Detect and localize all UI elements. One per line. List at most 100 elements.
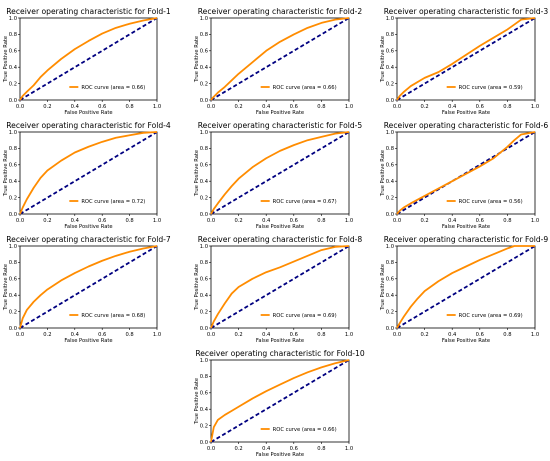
x-tick-label: 0.8 — [317, 446, 325, 452]
x-tick-label: 0.2 — [234, 104, 242, 110]
legend-label: ROC curve (area = 0.68) — [81, 313, 145, 319]
x-tick-label: 0.4 — [448, 218, 457, 224]
y-tick-label: 1.0 — [386, 16, 394, 22]
y-tick-label: 0.2 — [9, 309, 17, 315]
y-tick-label: 0.8 — [9, 260, 17, 266]
y-tick-label: 0.2 — [200, 195, 208, 201]
x-tick-label: 0.4 — [262, 218, 271, 224]
x-tick-label: 0.8 — [125, 104, 133, 110]
chance-diagonal-line — [210, 131, 350, 215]
roc-panel-fold-2: Receiver operating characteristic for Fo… — [194, 7, 362, 116]
x-tick-label: 0.0 — [393, 104, 401, 110]
y-tick-label: 0.2 — [386, 195, 394, 201]
y-tick-label: 0.2 — [200, 423, 208, 429]
x-tick-label: 0.0 — [16, 104, 24, 110]
y-axis-label: True Positive Rate — [3, 150, 9, 197]
y-tick-label: 0.4 — [9, 65, 18, 71]
chart-title: Receiver operating characteristic for Fo… — [6, 7, 171, 16]
y-tick-label: 0.0 — [9, 212, 17, 218]
x-tick-label: 0.6 — [98, 218, 106, 224]
x-tick-label: 0.2 — [420, 218, 428, 224]
x-tick-label: 1.0 — [153, 332, 161, 338]
y-axis-label: True Positive Rate — [380, 150, 386, 197]
x-tick-label: 1.0 — [531, 104, 539, 110]
y-tick-label: 0.6 — [200, 49, 208, 55]
chart-title: Receiver operating characteristic for Fo… — [6, 121, 171, 130]
x-tick-label: 0.4 — [71, 332, 80, 338]
x-axis-label: False Positive Rate — [256, 224, 304, 230]
x-tick-label: 0.8 — [503, 332, 511, 338]
chart-title: Receiver operating characteristic for Fo… — [384, 7, 549, 16]
x-tick-label: 1.0 — [531, 332, 539, 338]
y-tick-label: 0.6 — [200, 163, 208, 169]
y-tick-label: 0.8 — [386, 146, 394, 152]
y-tick-label: 0.8 — [9, 32, 17, 38]
roc-curve-line — [210, 359, 350, 443]
roc-panel-fold-4: Receiver operating characteristic for Fo… — [3, 121, 171, 230]
roc-curve-line — [19, 17, 158, 101]
x-axis-label: False Positive Rate — [64, 110, 112, 116]
x-tick-label: 1.0 — [531, 218, 539, 224]
x-axis-label: False Positive Rate — [256, 110, 304, 116]
x-tick-label: 0.0 — [16, 332, 24, 338]
x-tick-label: 0.0 — [207, 332, 215, 338]
y-tick-label: 0.8 — [200, 260, 208, 266]
y-tick-label: 0.0 — [200, 212, 208, 218]
y-tick-label: 0.2 — [200, 309, 208, 315]
y-tick-label: 0.8 — [200, 32, 208, 38]
axes-frame — [19, 131, 158, 215]
roc-curve-line — [396, 17, 536, 101]
x-tick-label: 0.2 — [234, 446, 242, 452]
x-tick-label: 0.4 — [448, 104, 457, 110]
x-tick-label: 0.0 — [16, 218, 24, 224]
roc-curve-line — [19, 131, 158, 215]
y-axis-label: True Positive Rate — [194, 264, 200, 311]
y-tick-label: 0.8 — [386, 260, 394, 266]
y-tick-label: 0.4 — [200, 179, 209, 185]
legend-label: ROC curve (area = 0.69) — [273, 313, 337, 319]
chance-diagonal-line — [210, 245, 350, 329]
axes-frame — [19, 17, 158, 101]
y-tick-label: 0.2 — [9, 195, 17, 201]
y-tick-label: 1.0 — [200, 16, 208, 22]
x-tick-label: 0.0 — [207, 218, 215, 224]
y-tick-label: 0.2 — [200, 81, 208, 87]
roc-curve-line — [19, 245, 158, 329]
roc-panel-fold-3: Receiver operating characteristic for Fo… — [380, 7, 548, 116]
y-tick-label: 0.8 — [200, 146, 208, 152]
axes-frame — [210, 359, 350, 443]
legend-label: ROC curve (area = 0.66) — [273, 427, 337, 433]
roc-panel-fold-8: Receiver operating characteristic for Fo… — [194, 235, 362, 344]
roc-panel-fold-10: Receiver operating characteristic for Fo… — [194, 349, 365, 458]
axes-frame — [396, 245, 536, 329]
x-tick-label: 0.8 — [317, 104, 325, 110]
x-tick-label: 0.8 — [125, 218, 133, 224]
chart-title: Receiver operating characteristic for Fo… — [384, 235, 549, 244]
axes-frame — [210, 17, 350, 101]
chance-diagonal-line — [210, 359, 350, 443]
x-axis-label: False Positive Rate — [442, 224, 490, 230]
axes-frame — [396, 131, 536, 215]
y-axis-label: True Positive Rate — [194, 378, 200, 425]
roc-curve-line — [396, 131, 536, 215]
x-tick-label: 0.8 — [503, 218, 511, 224]
x-tick-label: 1.0 — [153, 104, 161, 110]
x-tick-label: 0.2 — [43, 332, 51, 338]
chart-title: Receiver operating characteristic for Fo… — [6, 235, 171, 244]
x-tick-label: 0.4 — [71, 218, 80, 224]
x-axis-label: False Positive Rate — [64, 338, 112, 344]
chart-title: Receiver operating characteristic for Fo… — [198, 235, 363, 244]
y-tick-label: 0.4 — [386, 65, 395, 71]
roc-curve-line — [210, 131, 350, 215]
chance-diagonal-line — [396, 245, 536, 329]
y-tick-label: 0.8 — [386, 32, 394, 38]
x-tick-label: 0.6 — [98, 104, 106, 110]
roc-curve-line — [210, 245, 350, 329]
chart-title: Receiver operating characteristic for Fo… — [198, 121, 363, 130]
legend-label: ROC curve (area = 0.59) — [459, 85, 523, 91]
legend-label: ROC curve (area = 0.67) — [273, 199, 337, 205]
y-tick-label: 0.6 — [386, 49, 394, 55]
roc-panel-fold-5: Receiver operating characteristic for Fo… — [194, 121, 362, 230]
y-tick-label: 0.4 — [9, 179, 18, 185]
